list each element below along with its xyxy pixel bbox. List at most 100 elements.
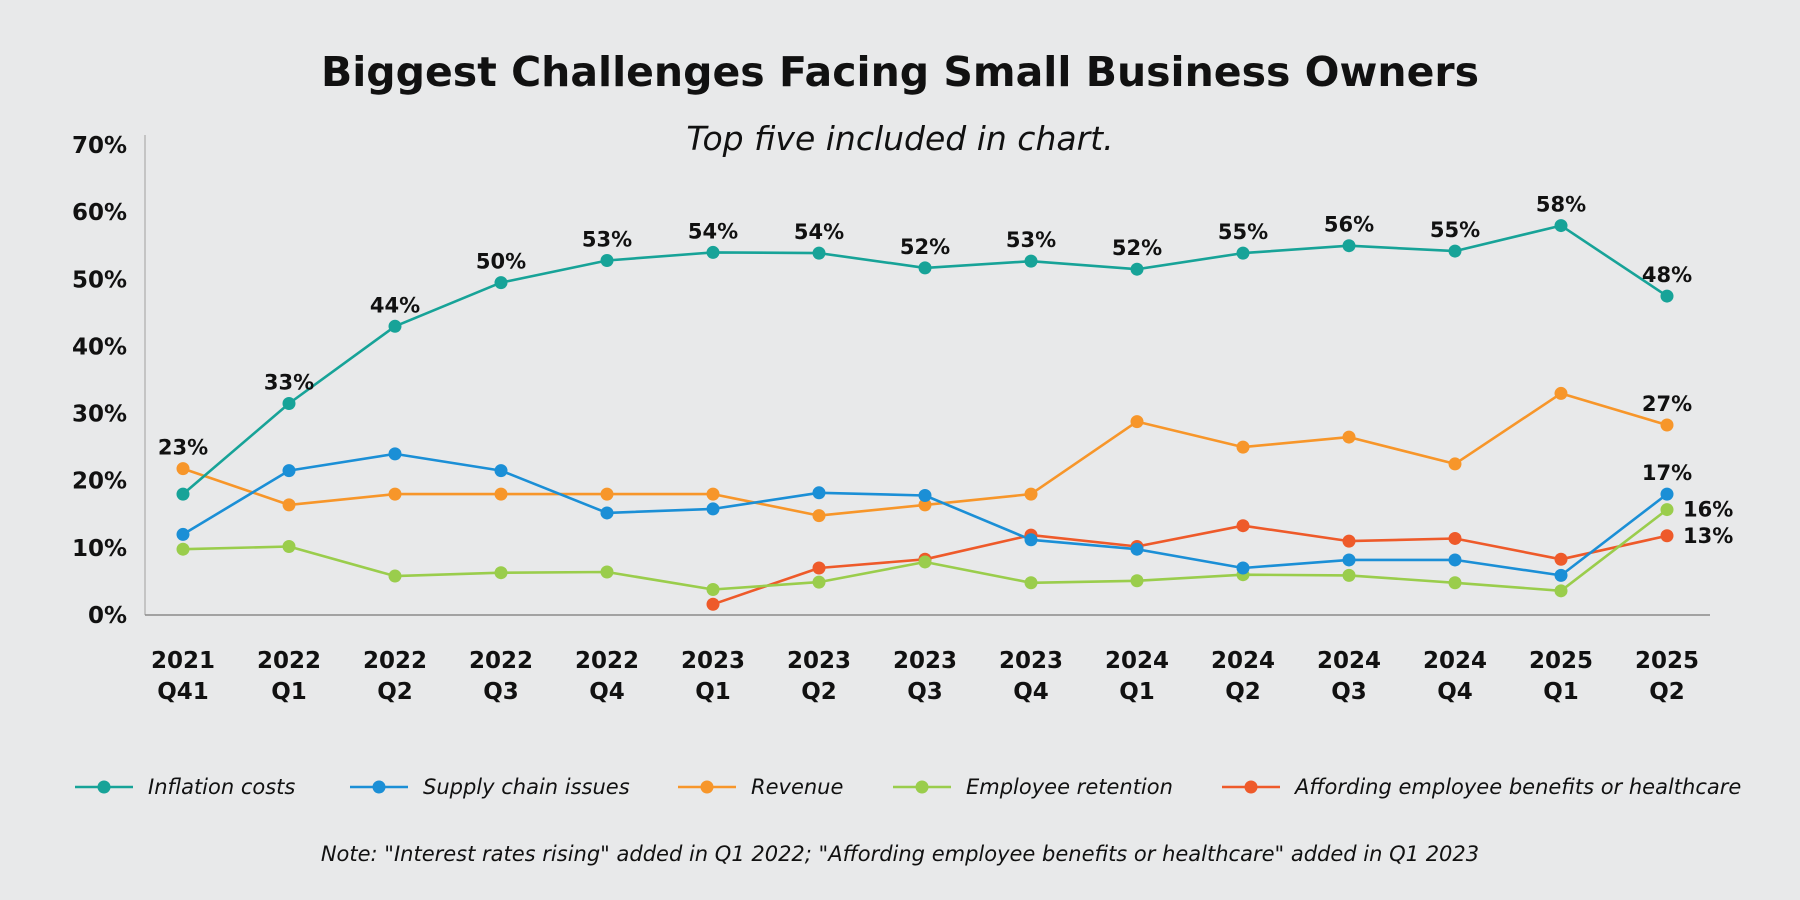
legend-label: Employee retention	[966, 775, 1173, 799]
data-point	[1130, 542, 1144, 556]
x-tick-label-year: 2022	[363, 648, 427, 674]
chart-subtitle: Top five included in chart.	[686, 119, 1113, 158]
x-tick-label-year: 2025	[1529, 648, 1593, 674]
data-label: 17%	[1642, 461, 1692, 485]
data-point	[1024, 533, 1038, 547]
data-point	[1554, 386, 1568, 400]
axes: 0% 10% 20% 30% 40% 50% 60% 70% 2021 Q41 2022 Q1 2022…	[72, 133, 1710, 705]
data-point	[1448, 553, 1462, 567]
data-point	[1554, 219, 1568, 233]
data-point	[282, 498, 296, 512]
data-label: 53%	[1006, 228, 1056, 252]
data-label: 44%	[370, 293, 420, 317]
data-point	[1342, 239, 1356, 253]
data-point	[1554, 584, 1568, 598]
data-point	[176, 542, 190, 556]
data-point	[1660, 418, 1674, 432]
y-tick-label: 0%	[88, 603, 127, 629]
x-tick-label-quarter: Q1	[695, 679, 731, 705]
data-point	[176, 527, 190, 541]
data-label: 54%	[794, 220, 844, 244]
data-point	[1236, 246, 1250, 260]
legend-label: Supply chain issues	[423, 775, 630, 799]
x-tick-label-year: 2021	[151, 648, 215, 674]
x-tick-label-year: 2022	[469, 648, 533, 674]
data-point	[918, 498, 932, 512]
data-point	[1130, 415, 1144, 429]
x-tick-label-quarter: Q3	[483, 679, 519, 705]
x-tick-label-quarter: Q2	[377, 679, 413, 705]
chart-title: Biggest Challenges Facing Small Business…	[321, 48, 1479, 96]
legend-label: Revenue	[751, 775, 843, 799]
data-point	[1342, 430, 1356, 444]
data-point	[1342, 553, 1356, 567]
legend-swatch-marker	[97, 780, 111, 794]
y-tick-label: 60%	[72, 200, 127, 226]
x-tick-label-quarter: Q3	[1331, 679, 1367, 705]
y-tick-label: 50%	[72, 267, 127, 293]
data-point	[1660, 503, 1674, 517]
data-point	[706, 502, 720, 516]
x-tick-label-year: 2023	[999, 648, 1063, 674]
x-tick-label-quarter: Q2	[1225, 679, 1261, 705]
data-point	[600, 565, 614, 579]
data-point	[494, 566, 508, 580]
data-labels: 33% 44% 50% 53% 54% 54% 52% 53% 52% 55% 56% 55% 58% 4…	[158, 193, 1733, 548]
data-label: 54%	[688, 219, 738, 243]
data-point	[1554, 568, 1568, 582]
data-point	[812, 486, 826, 500]
legend-label: Affording employee benefits or healthcar…	[1293, 775, 1741, 799]
data-point	[706, 597, 720, 611]
x-tick-label-quarter: Q1	[1119, 679, 1155, 705]
x-tick-label-year: 2024	[1211, 648, 1275, 674]
data-point	[176, 487, 190, 501]
x-tick-label-quarter: Q1	[1543, 679, 1579, 705]
data-point	[1554, 552, 1568, 566]
y-tick-label: 40%	[72, 334, 127, 360]
data-point	[1448, 576, 1462, 590]
data-point	[600, 253, 614, 267]
data-label: 13%	[1683, 524, 1733, 548]
data-label: 52%	[900, 235, 950, 259]
data-label: 50%	[476, 250, 526, 274]
data-point	[1342, 568, 1356, 582]
x-tick-label-year: 2022	[575, 648, 639, 674]
data-point	[494, 276, 508, 290]
x-tick-label-year: 2023	[893, 648, 957, 674]
data-point	[812, 575, 826, 589]
x-tick-label-quarter: Q2	[1649, 679, 1685, 705]
data-label: 58%	[1536, 193, 1586, 217]
x-tick-label-year: 2024	[1105, 648, 1169, 674]
x-tick-label-quarter: Q4	[1437, 679, 1473, 705]
x-tick-label-quarter: Q4	[589, 679, 625, 705]
data-label: 53%	[582, 227, 632, 251]
data-point	[1660, 529, 1674, 543]
series-points	[176, 219, 1674, 611]
data-point	[918, 555, 932, 569]
data-point	[494, 487, 508, 501]
data-point	[1236, 519, 1250, 533]
legend-swatch-marker	[372, 780, 386, 794]
data-point	[176, 462, 190, 476]
y-tick-label: 70%	[72, 133, 127, 159]
data-point	[812, 509, 826, 523]
y-tick-label: 10%	[72, 536, 127, 562]
x-tick-label-quarter: Q41	[157, 679, 209, 705]
x-tick-label-quarter: Q3	[907, 679, 943, 705]
data-label: 55%	[1430, 218, 1480, 242]
data-point	[1660, 487, 1674, 501]
chart-note: Note: "Interest rates rising" added in Q…	[321, 842, 1479, 866]
series-lines	[182, 224, 1668, 606]
data-point	[282, 397, 296, 410]
legend-swatch-marker	[700, 780, 714, 794]
data-label: 48%	[1642, 263, 1692, 287]
x-tick-label-quarter: Q1	[271, 679, 307, 705]
data-point	[1024, 487, 1038, 501]
data-label: 56%	[1324, 213, 1374, 237]
data-point	[1024, 254, 1038, 268]
x-tick-label-year: 2024	[1423, 648, 1487, 674]
y-tick-label: 20%	[72, 469, 127, 495]
x-tick-label-year: 2025	[1635, 648, 1699, 674]
data-label: 55%	[1218, 220, 1268, 244]
